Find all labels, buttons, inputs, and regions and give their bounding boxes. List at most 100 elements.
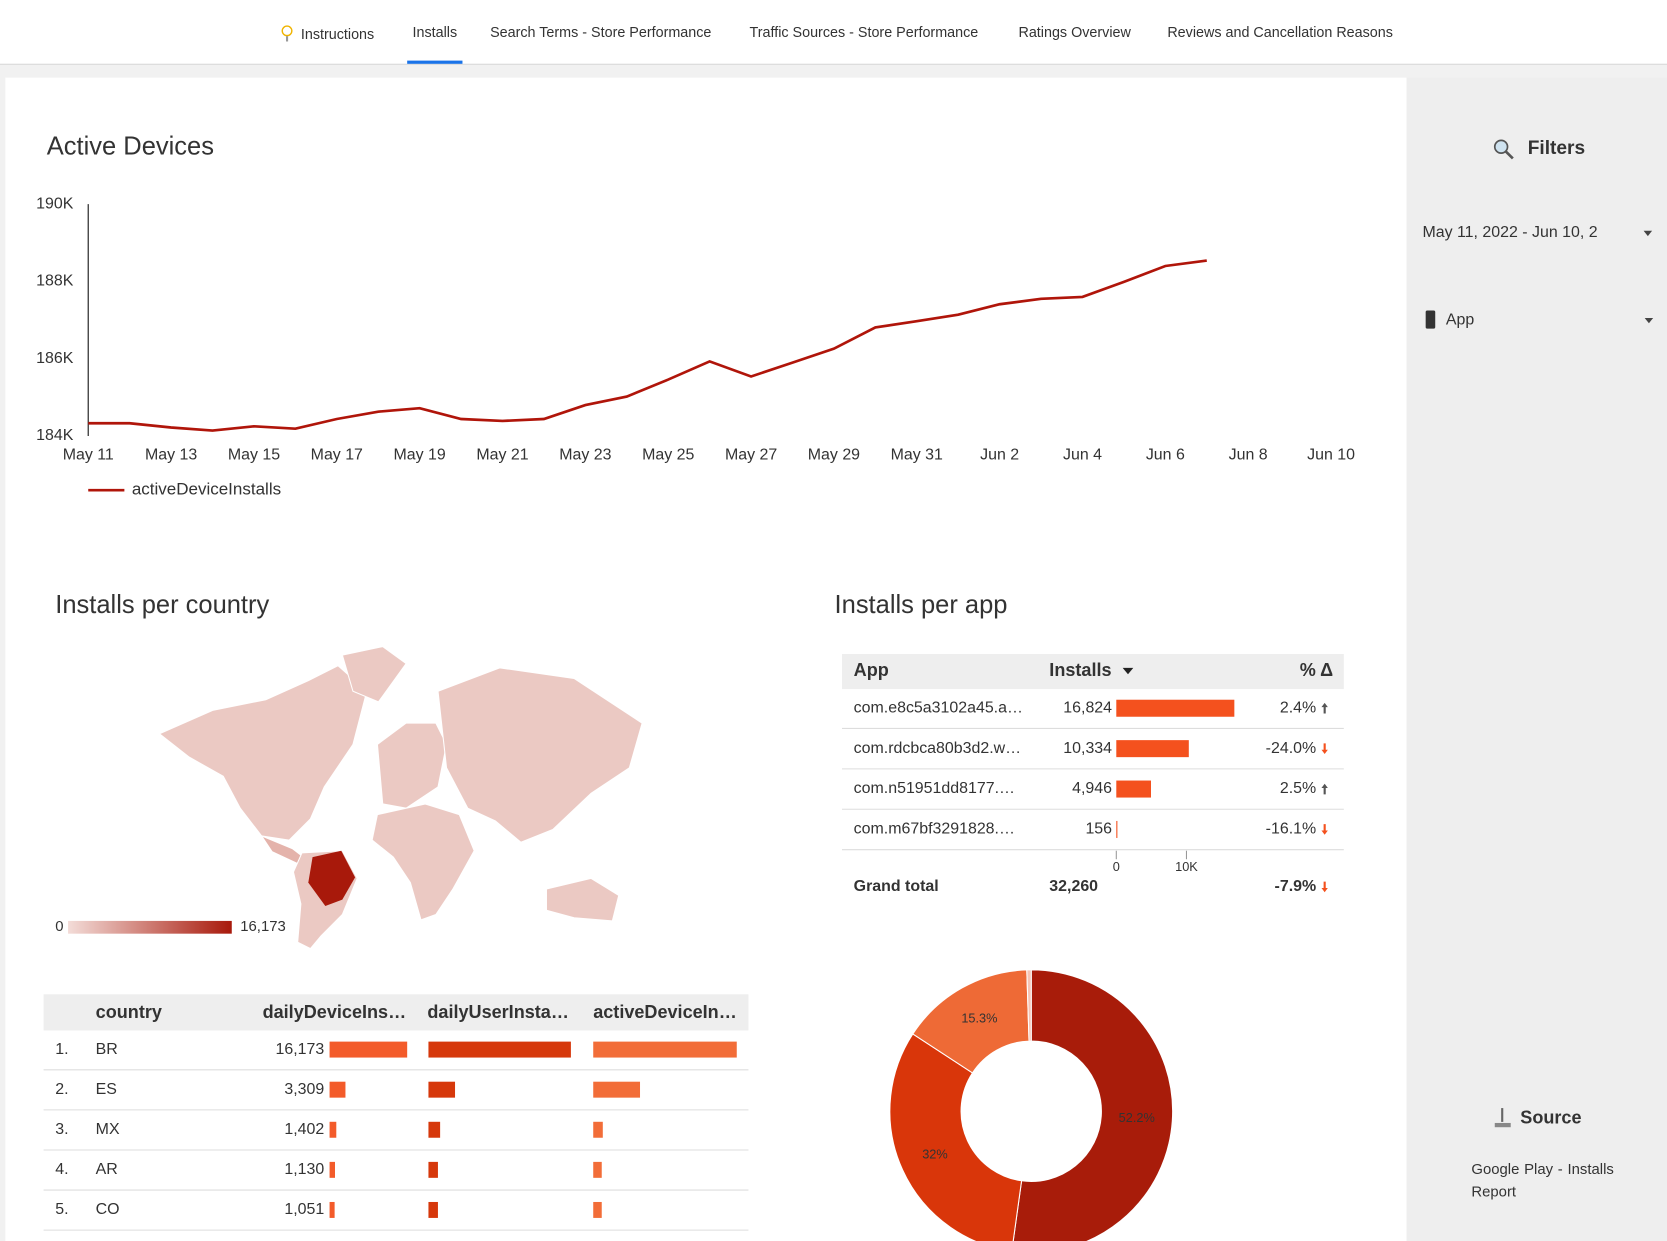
dropdown-arrow[interactable] [1644,317,1654,324]
north-america [158,665,368,841]
x-tick-label: May 27 [725,446,777,463]
cell-value: 3,309 [284,1081,324,1098]
australia [545,877,620,922]
y-tick-label: 188K [36,273,74,290]
sort-indicator [1122,667,1134,675]
cell-bar [593,1121,603,1138]
installs-value: 4,946 [1072,780,1112,797]
dropdown-arrow[interactable] [1643,230,1653,237]
total-change: -7.9% [1275,878,1317,895]
cell-bar [329,1081,346,1098]
line-series [88,259,1207,432]
rank: 2. [55,1081,68,1098]
x-tick-label: May 13 [145,446,197,463]
x-tick-label: Jun 8 [1229,446,1268,463]
world-map [158,645,643,950]
total-label: Grand total [854,878,939,895]
nav: Instructions Installs Search Terms - Store… [301,25,1393,64]
chart-title: Active Devices [47,133,214,161]
installs-bar [1116,820,1118,838]
cell-bar [593,1081,641,1098]
active-tab-indicator [407,60,463,64]
x-tick-label: May 11 [63,446,114,463]
column-header[interactable]: Installs [1049,660,1111,680]
x-tick-label: May 23 [559,446,611,463]
nav-tab[interactable]: Installs [412,25,457,41]
up-arrow [1321,783,1328,795]
cell-bar [329,1121,337,1138]
rank: 1. [55,1041,68,1058]
installs-value: 16,824 [1063,699,1112,716]
source-box: Google Play - Installs Report [1471,1160,1614,1200]
cell-value: 16,173 [276,1041,325,1058]
change-value: -16.1% [1266,821,1316,838]
table-header [43,994,749,1031]
column-header: dailyDeviceIns… [263,1002,407,1022]
installs-bar [1116,740,1189,758]
nav-tab[interactable]: Traffic Sources - Store Performance [750,25,979,41]
source-title: Source [1520,1107,1581,1127]
search-icon [1493,139,1514,160]
phone-icon [1425,310,1436,329]
nav-tab[interactable]: Reviews and Cancellation Reasons [1167,25,1393,41]
installs-bar [1116,699,1235,717]
x-tick-label: 0 [1113,859,1120,874]
app-name: com.n51951dd8177.… [854,780,1015,797]
column-header: App [854,660,889,680]
y-tick-label: 190K [36,195,74,212]
down-arrow [1321,743,1328,754]
rank: 5. [55,1201,68,1218]
source-name: Google Play - Installs Report [1471,1160,1614,1200]
donut-slice [889,1033,1023,1241]
up-arrow [1321,702,1328,714]
nav-tab[interactable]: Search Terms - Store Performance [490,25,711,41]
country: MX [96,1121,120,1138]
cell-bar [329,1201,335,1218]
installs-value: 156 [1085,821,1112,838]
cell-bar [428,1201,438,1218]
chart-title: Installs per country [55,591,269,619]
cell-bar [593,1201,602,1218]
rank: 4. [55,1161,68,1178]
rank: 3. [55,1121,68,1138]
top-bar [0,0,1667,64]
scale-min-label: 0 [55,919,63,935]
greenland [341,645,407,703]
down-arrow [1321,824,1328,835]
column-header: % Δ [1300,660,1333,680]
x-tick-label: May 17 [311,446,363,463]
cell-value: 1,130 [284,1161,324,1178]
country: CO [96,1201,120,1218]
country: ES [96,1081,117,1098]
cell-bar [329,1041,408,1058]
column-header: activeDeviceIn… [593,1002,737,1022]
cell-bar [428,1041,571,1058]
filters-title: Filters [1528,138,1585,159]
x-tick-label: May 19 [394,446,446,463]
country-br [308,850,356,907]
cell-bar [593,1161,602,1178]
x-tick-label: May 25 [642,446,694,463]
change-value: 2.4% [1280,699,1316,716]
total-installs: 32,260 [1049,878,1098,895]
column-header: country [96,1002,162,1022]
legend-label: activeDeviceInstalls [132,480,281,499]
table-title: Installs per app [835,591,1008,619]
date-range-filter[interactable]: May 11, 2022 - Jun 10, 2 [1422,224,1597,241]
change-value: 2.5% [1280,780,1316,797]
table-header [842,653,1344,690]
installs-bar [1116,780,1151,798]
column-header: dailyUserInsta… [427,1002,569,1022]
nav-tab[interactable]: Ratings Overview [1018,25,1131,41]
x-tick-label: May 21 [476,446,528,463]
y-tick-label: 184K [36,427,74,444]
cell-bar [428,1161,438,1178]
cell-bar [428,1081,456,1098]
app-name: com.rdcbca80b3d2.w… [854,740,1021,757]
nav-tab[interactable]: Instructions [301,27,374,43]
app-filter[interactable]: App [1446,311,1474,328]
cell-value: 1,402 [284,1121,324,1138]
cell-value: 1,051 [284,1201,324,1218]
